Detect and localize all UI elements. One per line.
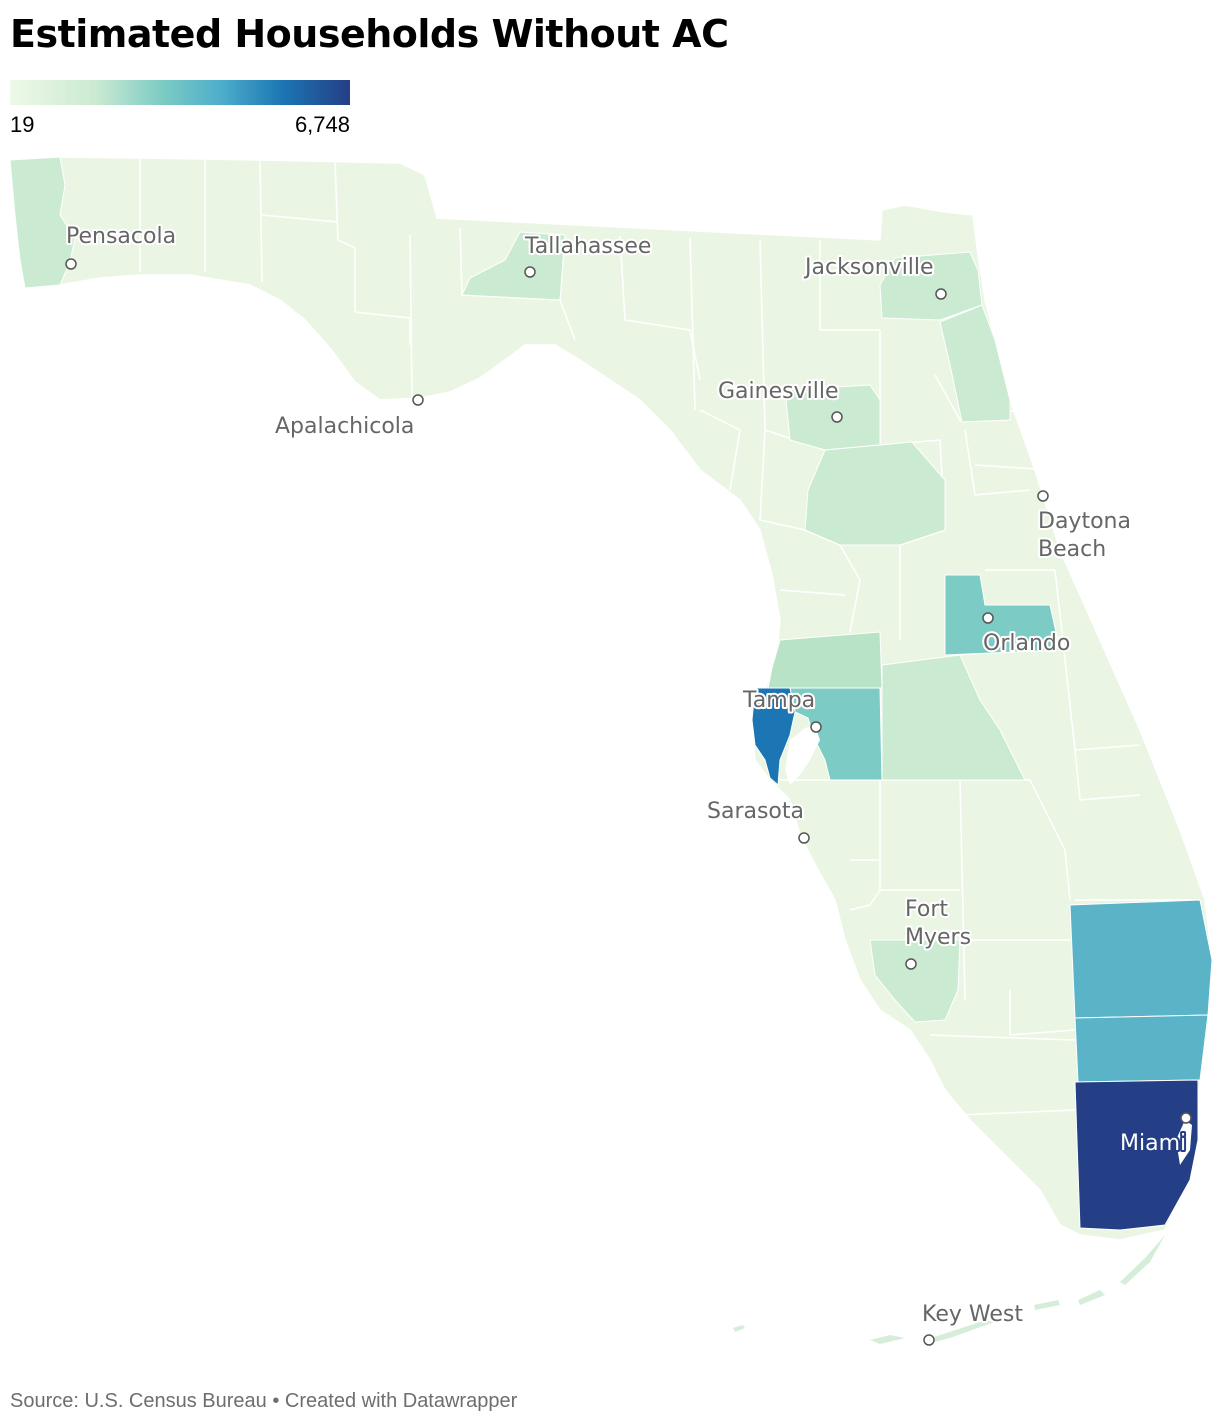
city-dot-icon — [935, 288, 947, 300]
city-dot-icon — [1180, 1112, 1192, 1124]
city-label-myers: Myers — [905, 925, 971, 950]
city-dot-icon — [831, 411, 843, 423]
county-palm-beach — [1069, 899, 1213, 1019]
county-leon — [461, 231, 566, 301]
city-dot-icon — [524, 266, 536, 278]
county-st-johns — [939, 304, 1011, 423]
legend-gradient-bar — [10, 80, 350, 105]
chart-title: Estimated Households Without AC — [10, 12, 729, 56]
city-label-tallahassee: Tallahassee — [524, 234, 651, 259]
city-label-key-west: Key West — [922, 1302, 1023, 1327]
city-label-miami: Miami — [1120, 1131, 1186, 1156]
county-duval — [879, 251, 983, 321]
city-labels: Pensacola Tallahassee Jacksonville Apala… — [64, 222, 1188, 1329]
state-outline — [9, 156, 1213, 1241]
city-dot-icon — [982, 612, 994, 624]
city-label-pensacola: Pensacola — [66, 224, 176, 249]
legend-max-label: 6,748 — [294, 112, 350, 137]
city-dot-icon — [905, 958, 917, 970]
florida-map-svg: Pensacola Tallahassee Jacksonville Apala… — [9, 156, 1213, 1346]
biscayne-bay-water — [1176, 1120, 1192, 1165]
city-dot-icon — [412, 394, 424, 406]
county-marion — [804, 441, 946, 546]
city-label-apalachicola: Apalachicola — [275, 414, 414, 439]
city-label-tampa: Tampa — [742, 688, 815, 713]
city-label-orlando: Orlando — [983, 631, 1070, 656]
county-pasco — [767, 631, 883, 689]
city-label-gainesville: Gainesville — [718, 379, 838, 404]
color-legend: 19 6,748 — [10, 80, 350, 137]
city-dot-icon — [798, 832, 810, 844]
city-dot-icon — [923, 1334, 935, 1346]
county-hillsborough — [789, 687, 883, 781]
city-dot-icon — [810, 721, 822, 733]
city-label-daytona: Daytona — [1038, 509, 1131, 534]
city-label-sarasota: Sarasota — [707, 799, 804, 824]
county-pinellas — [751, 687, 796, 787]
legend-min-label: 19 — [10, 112, 35, 137]
city-markers — [65, 258, 1192, 1346]
county-miami-dade — [1074, 1079, 1199, 1231]
county-broward — [1074, 1014, 1209, 1083]
source-footer: Source: U.S. Census Bureau • Created wit… — [10, 1390, 518, 1412]
tampa-bay-water — [785, 725, 820, 785]
city-label-beach: Beach — [1038, 537, 1106, 562]
florida-county-map: Pensacola Tallahassee Jacksonville Apala… — [0, 140, 1220, 1380]
florida-keys — [733, 1235, 1165, 1344]
city-label-fort: Fort — [905, 897, 948, 922]
city-dot-icon — [1037, 490, 1049, 502]
county-lee — [869, 939, 961, 1023]
city-dot-icon — [65, 258, 77, 270]
city-label-jacksonville: Jacksonville — [803, 255, 934, 280]
county-orange — [944, 574, 1061, 656]
